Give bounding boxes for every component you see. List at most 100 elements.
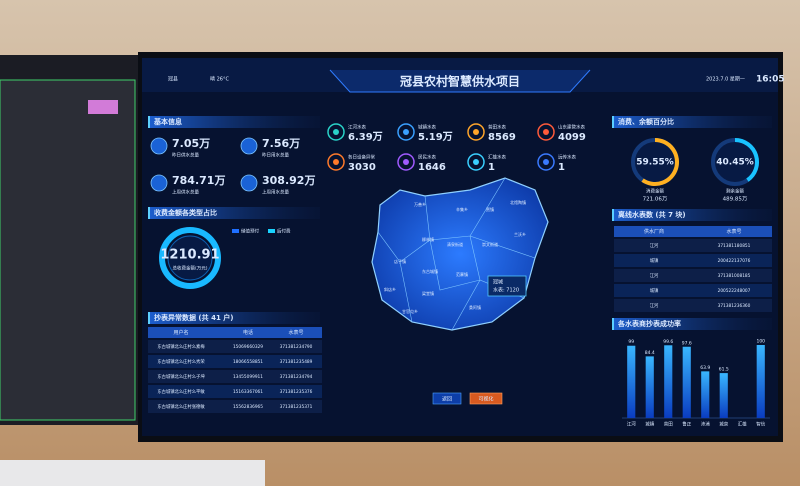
meter-icon xyxy=(397,123,415,141)
meter-value: 1646 xyxy=(418,162,446,173)
table-row xyxy=(148,355,322,368)
x-tick-label: 智信 xyxy=(756,421,765,428)
table-row xyxy=(148,370,322,383)
meter-icon xyxy=(537,123,555,141)
panel-title-mark xyxy=(148,312,150,324)
bar-label: 84.4 xyxy=(645,350,655,356)
bar-label: 99.6 xyxy=(663,339,673,345)
bar-label: 63.9 xyxy=(700,365,710,371)
table-column: 用户名 xyxy=(173,329,188,336)
bar xyxy=(756,345,765,418)
bar-label: 100 xyxy=(756,339,765,345)
panel-title-bar xyxy=(612,209,772,221)
town-label: 斜店乡 xyxy=(384,286,396,292)
bar-label: 97.6 xyxy=(682,340,692,346)
panel-title-mark xyxy=(148,116,150,128)
gauge-percent: 59.55% xyxy=(636,158,674,168)
table-cell: 江河 xyxy=(650,302,659,309)
town-label: 范寨镇 xyxy=(456,271,468,277)
panel-title-bar xyxy=(148,312,320,324)
bar-label: 99 xyxy=(628,339,634,345)
panel-title-mark xyxy=(612,318,614,330)
title-plate xyxy=(329,69,591,93)
town-label: 柳林镇 xyxy=(422,236,434,242)
table-row xyxy=(148,340,322,353)
legend-label: 储值预付 xyxy=(241,228,259,235)
meter-label: 远传水表 xyxy=(558,154,576,161)
meter-label: 汇雄水表 xyxy=(488,154,506,161)
table-row xyxy=(614,284,772,297)
x-tick-label: 汇雄 xyxy=(738,421,747,428)
laptop xyxy=(0,460,265,486)
panel-title: 收费金额各类型占比 xyxy=(154,208,217,217)
gauge-percent: 40.45% xyxy=(716,158,754,168)
panel-title-mark xyxy=(612,209,614,221)
table-cell: 371381234790 xyxy=(280,344,313,350)
meter-icon xyxy=(327,153,345,171)
meter-icon xyxy=(327,123,345,141)
town-label: 店子镇 xyxy=(394,258,406,264)
panel-title: 离线水表数 (共 7 块) xyxy=(618,210,686,219)
title: 冠县农村智慧供水项目 xyxy=(400,74,520,89)
town-label: 桑阿镇 xyxy=(469,304,481,310)
meter-label: 城镇水表 xyxy=(418,124,436,131)
fee-ring-inner xyxy=(167,235,213,281)
town-label: 贾镇 xyxy=(486,206,494,212)
weather: 晴 26°C xyxy=(210,76,229,83)
meter-icon-dot xyxy=(333,129,339,135)
table-column: 供水厂商 xyxy=(644,228,664,235)
meter-icon-dot xyxy=(543,159,549,165)
table-cell: 城镇 xyxy=(650,257,659,264)
meter-icon-dot xyxy=(473,159,479,165)
map-popup xyxy=(487,275,527,297)
gauge-label: 消费金额 xyxy=(646,188,664,195)
meter-label: 居民水表 xyxy=(418,154,436,161)
town-label: 清泉街道 xyxy=(447,241,463,247)
stat-value: 7.05万 xyxy=(172,137,210,150)
table-row xyxy=(614,254,772,267)
town-label: 甘官屯乡 xyxy=(402,308,418,314)
bar xyxy=(664,345,673,418)
x-tick-label: 沛浦 xyxy=(701,421,710,428)
table-cell: 15562836965 xyxy=(233,404,263,410)
table-cell: 371381008185 xyxy=(718,273,751,279)
table-row xyxy=(614,269,772,282)
town-label: 崇文街道 xyxy=(482,241,498,247)
meter-icon-dot xyxy=(403,129,409,135)
table-row xyxy=(614,299,772,312)
bar xyxy=(645,356,654,418)
table-cell: 371381235489 xyxy=(280,359,313,365)
table-cell: 东古城镇北么庄村么子坤 xyxy=(157,373,204,380)
stat-value: 784.71万 xyxy=(172,174,225,187)
bar xyxy=(701,371,710,418)
x-tick-label: 鲁正 xyxy=(682,421,691,428)
table-row xyxy=(148,385,322,398)
table-cell: 200522248007 xyxy=(718,288,751,294)
panel-title-bar xyxy=(148,116,320,128)
popup-text: 水表: 7120 xyxy=(493,287,519,294)
fee-total: 1210.91 xyxy=(160,248,219,263)
table-cell: 371381234794 xyxy=(280,374,313,380)
stat-label: 上周用水总量 xyxy=(262,189,289,196)
meter-icon xyxy=(467,123,485,141)
back-button-label[interactable]: 返回 xyxy=(442,396,452,403)
legend-swatch xyxy=(268,229,275,233)
visual-button[interactable] xyxy=(469,392,503,405)
table-header xyxy=(614,226,772,237)
time: 16:05 xyxy=(756,75,785,85)
town-label: 兰沃乡 xyxy=(514,231,526,237)
table-column: 水表号 xyxy=(288,329,303,336)
side-window xyxy=(0,79,136,421)
meter-value: 6.39万 xyxy=(348,131,383,143)
table-cell: 13455099911 xyxy=(233,374,263,380)
back-button[interactable] xyxy=(432,392,462,405)
table-column: 水表号 xyxy=(726,228,741,235)
visual-button-label[interactable]: 可视化 xyxy=(478,396,493,403)
town-label: 辛集乡 xyxy=(456,206,468,212)
gauge-arc xyxy=(734,138,759,182)
bar xyxy=(682,346,691,418)
meter-icon xyxy=(397,153,415,171)
x-tick-label: 江河 xyxy=(627,421,636,428)
fee-ring xyxy=(159,227,221,289)
